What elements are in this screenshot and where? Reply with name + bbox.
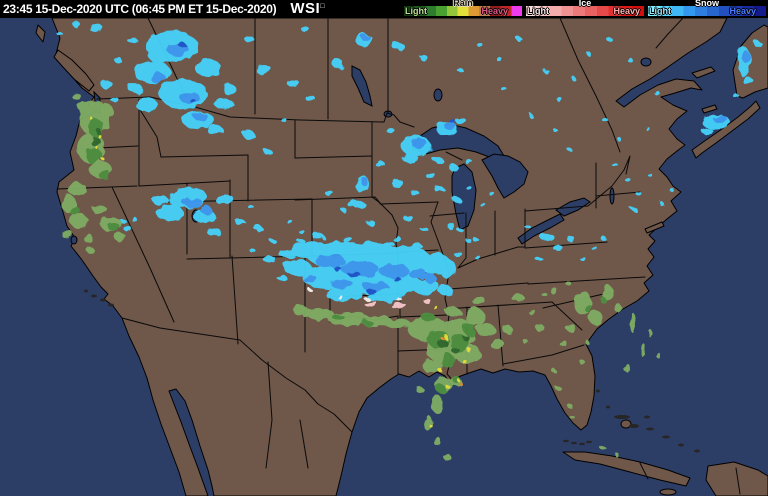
anticosti-island (691, 66, 716, 79)
long-island (644, 221, 665, 234)
legend-ice-gradient (525, 5, 645, 17)
prince-edward-island (701, 104, 718, 114)
radar-precipitation-layer (57, 21, 762, 461)
legend-ice: Ice Light Heavy (524, 0, 646, 18)
legend-rain-title: Rain (453, 0, 473, 8)
andros-island (620, 419, 632, 429)
lake-nipigon (433, 88, 443, 102)
vancouver-island (53, 49, 95, 92)
wsi-logo: WSI□ (290, 0, 325, 17)
lac-saint-jean (640, 57, 652, 67)
legend-snow-heavy-label: Heavy (729, 6, 756, 16)
precip-legend: Rain Light Heavy Ice Light Heavy Snow Li… (402, 0, 768, 18)
lake-superior (411, 123, 505, 159)
lake-champlain (609, 187, 615, 205)
legend-ice-light-label: Light (527, 6, 549, 16)
legend-rain-gradient (403, 5, 523, 17)
logo-degree-mark: □ (320, 3, 325, 10)
san-francisco-bay (70, 235, 78, 245)
cuba (562, 451, 691, 487)
legend-rain-heavy-label: Heavy (481, 6, 508, 16)
legend-rain: Rain Light Heavy (402, 0, 524, 18)
hispaniola (705, 461, 768, 496)
legend-ice-title: Ice (578, 0, 592, 8)
legend-ice-heavy-label: Heavy (613, 6, 640, 16)
legend-snow-title: Snow (695, 0, 719, 8)
lake-winnipeg (351, 65, 373, 107)
haida-gwaii (35, 24, 46, 43)
timestamp: 23:45 15-Dec-2020 UTC (06:45 PM ET 15-De… (3, 2, 277, 16)
island-chains (84, 289, 700, 453)
lake-huron (481, 153, 529, 199)
jamaica (659, 488, 677, 496)
legend-snow: Snow Light Heavy (646, 0, 768, 18)
legend-snow-light-label: Light (649, 6, 671, 16)
legend-snow-gradient (647, 5, 767, 17)
legend-rain-light-label: Light (405, 6, 427, 16)
lake-erie (517, 213, 565, 245)
